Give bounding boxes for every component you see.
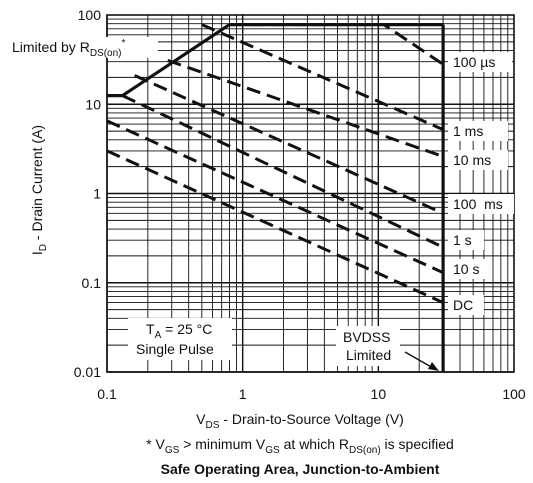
- y-tick-label: 0.01: [74, 364, 101, 380]
- label-box-ta: [128, 318, 232, 360]
- label-box-100us: [448, 52, 512, 72]
- label-box-10s: [448, 259, 488, 279]
- series-line-1-ms: [201, 23, 444, 131]
- y-tick-label: 0.1: [82, 275, 102, 291]
- label-box-1s: [448, 230, 484, 250]
- series-line-100-s: [229, 23, 444, 66]
- series-line-dc: [106, 149, 444, 304]
- label-1s: 1 s: [453, 232, 472, 248]
- label-bvdss-limited: Limited: [346, 347, 391, 363]
- label-box-100ms: [448, 194, 514, 214]
- series-line-10-s: [106, 119, 444, 274]
- label-box-rds: [10, 37, 158, 58]
- label-box-dc: [448, 295, 484, 315]
- y-tick-label: 100: [78, 7, 102, 23]
- series-line-100-ms: [134, 74, 444, 215]
- y-axis-label: ID - Drain Current (A): [29, 125, 49, 255]
- bvdss-arrow-head: [428, 362, 439, 371]
- x-tick-label: 0.1: [97, 386, 117, 402]
- label-10ms: 10 ms: [453, 152, 491, 168]
- plot-lines: [106, 23, 445, 372]
- x-tick-label: 10: [371, 386, 387, 402]
- label-rds-limited: Limited by RDS(on)*: [12, 38, 126, 59]
- x-tick-label: 1: [239, 386, 247, 402]
- label-dc: DC: [453, 297, 473, 313]
- label-10s: 10 s: [453, 261, 479, 277]
- bvdss-arrow-line: [404, 351, 434, 369]
- y-tick-label: 10: [85, 96, 101, 112]
- label-box-bvdss: [336, 326, 400, 366]
- label-box-10ms: [448, 150, 508, 170]
- tick-labels: 0.1 1 10 100 0.01 0.1 1 10 100: [74, 7, 526, 402]
- chart-title: Safe Operating Area, Junction-to-Ambient: [161, 461, 440, 477]
- label-1ms: 1 ms: [453, 123, 483, 139]
- x-tick-label: 100: [502, 386, 526, 402]
- label-bvdss: BVDSS: [343, 329, 390, 345]
- label-single-pulse: Single Pulse: [136, 341, 214, 357]
- x-axis-label: VDS - Drain-to-Source Voltage (V): [196, 411, 404, 431]
- label-100ms: 100 ms: [453, 196, 503, 212]
- label-ta: TA = 25 °C: [146, 321, 212, 341]
- footnote: * VGS > minimum VGS at which RDS(on) is …: [146, 436, 454, 456]
- label-box-1ms: [448, 121, 508, 141]
- label-100us: 100 µs: [453, 54, 495, 70]
- y-tick-label: 1: [93, 186, 101, 202]
- series-line-10-ms: [167, 58, 444, 158]
- series-line-1-s: [121, 94, 444, 249]
- plot-frame: [106, 14, 515, 373]
